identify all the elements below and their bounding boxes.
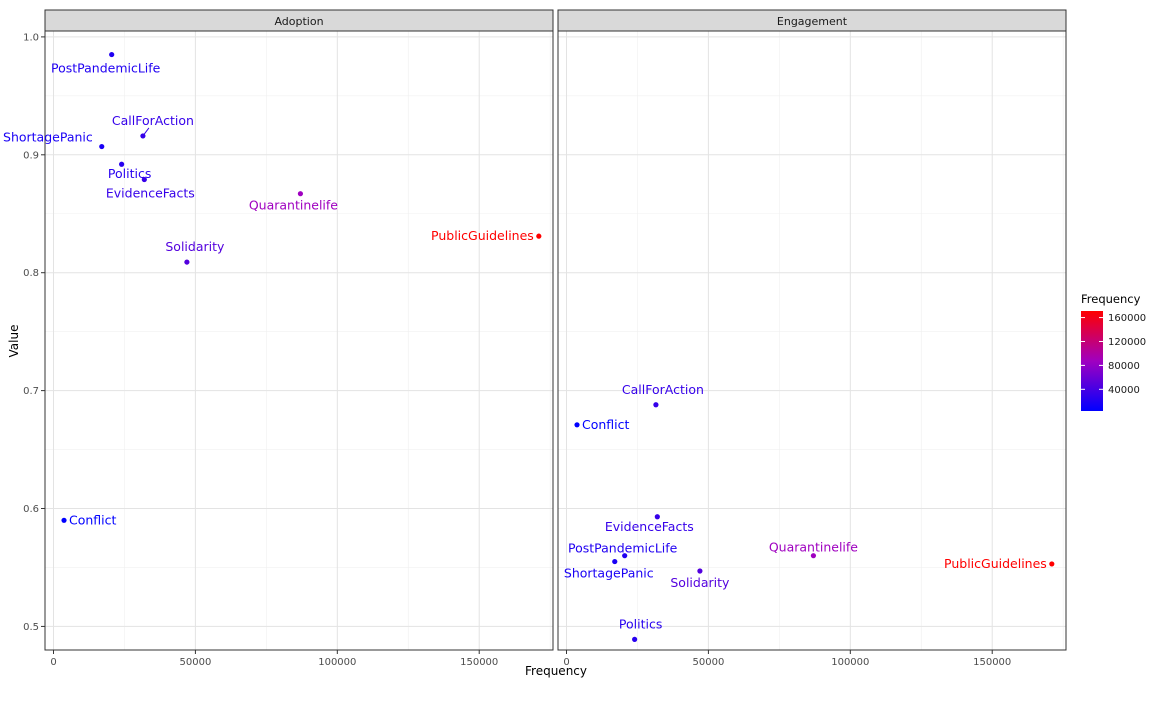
point-label: Conflict (69, 512, 117, 527)
x-tick-label: 150000 (973, 657, 1011, 668)
data-point (119, 161, 125, 167)
point-label: EvidenceFacts (106, 186, 195, 201)
legend-title: Frequency (1081, 292, 1141, 306)
data-point (297, 191, 304, 197)
panel-border (44, 30, 554, 651)
facet-strip-label: Engagement (777, 15, 848, 28)
y-tick-label: 0.9 (23, 150, 39, 161)
legend-tick-label: 120000 (1108, 337, 1146, 348)
y-axis-title: Value (7, 325, 21, 358)
data-point (810, 553, 817, 559)
legend-tick-label: 80000 (1108, 361, 1140, 372)
point-label: Conflict (582, 417, 630, 432)
facet-strip-label: Adoption (274, 15, 323, 28)
data-point (697, 568, 703, 574)
data-point (654, 514, 660, 520)
point-label: PostPandemicLife (568, 541, 678, 556)
data-point (536, 233, 542, 239)
x-tick-label: 100000 (831, 657, 869, 668)
y-tick-label: 0.6 (23, 504, 39, 515)
data-point (140, 133, 146, 139)
data-point (653, 402, 659, 408)
data-point (141, 176, 147, 183)
panel-border (557, 30, 1067, 651)
point-label: ShortagePanic (3, 130, 93, 145)
point-label: CallForAction (112, 113, 194, 128)
y-tick-label: 0.5 (23, 622, 39, 633)
point-label: Solidarity (670, 575, 730, 590)
panel-background (45, 31, 553, 650)
facet-panel-1: Engagement 0 50000 100000 150000 CallForActio… (557, 9, 1067, 668)
data-point (574, 422, 580, 428)
y-tick-label: 0.8 (23, 268, 39, 279)
point-label: PublicGuidelines (431, 228, 534, 243)
legend-tick-label: 160000 (1108, 313, 1146, 324)
data-point (61, 517, 67, 523)
legend-tick-label: 40000 (1108, 385, 1140, 396)
data-point (612, 558, 618, 565)
x-axis-title: Frequency (525, 664, 587, 678)
x-tick-label: 50000 (693, 657, 725, 668)
data-point (622, 553, 628, 559)
y-tick-label: 0.7 (23, 386, 39, 397)
point-label: Quarantinelife (249, 198, 338, 213)
point-label: EvidenceFacts (605, 519, 694, 534)
x-tick-label: 0 (563, 657, 569, 668)
x-tick-label: 100000 (318, 657, 356, 668)
data-point (109, 51, 115, 58)
y-tick-label: 1.0 (23, 32, 39, 43)
x-tick-label: 0 (50, 657, 56, 668)
x-tick-label: 50000 (180, 657, 212, 668)
data-point (632, 636, 638, 642)
point-label: ShortagePanic (564, 566, 654, 581)
facet-panel-0: Adoption 0 50000 100000 150000 0.5 0.6 0.7 0.8 0.… (3, 9, 554, 668)
x-tick-label: 150000 (460, 657, 498, 668)
point-label: Politics (108, 166, 151, 181)
legend-colorbar (1081, 311, 1103, 411)
point-label: Quarantinelife (769, 540, 858, 555)
data-point (99, 143, 105, 150)
data-point (184, 259, 190, 265)
point-label: PostPandemicLife (51, 61, 161, 76)
point-label: PublicGuidelines (944, 556, 1047, 571)
point-label: CallForAction (622, 382, 704, 397)
point-label: Politics (619, 616, 662, 631)
point-label: Solidarity (165, 239, 225, 254)
legend: Frequency 40000 80000 120000 160000 (1081, 292, 1146, 411)
panel-background (558, 31, 1066, 650)
data-point (1049, 561, 1055, 567)
